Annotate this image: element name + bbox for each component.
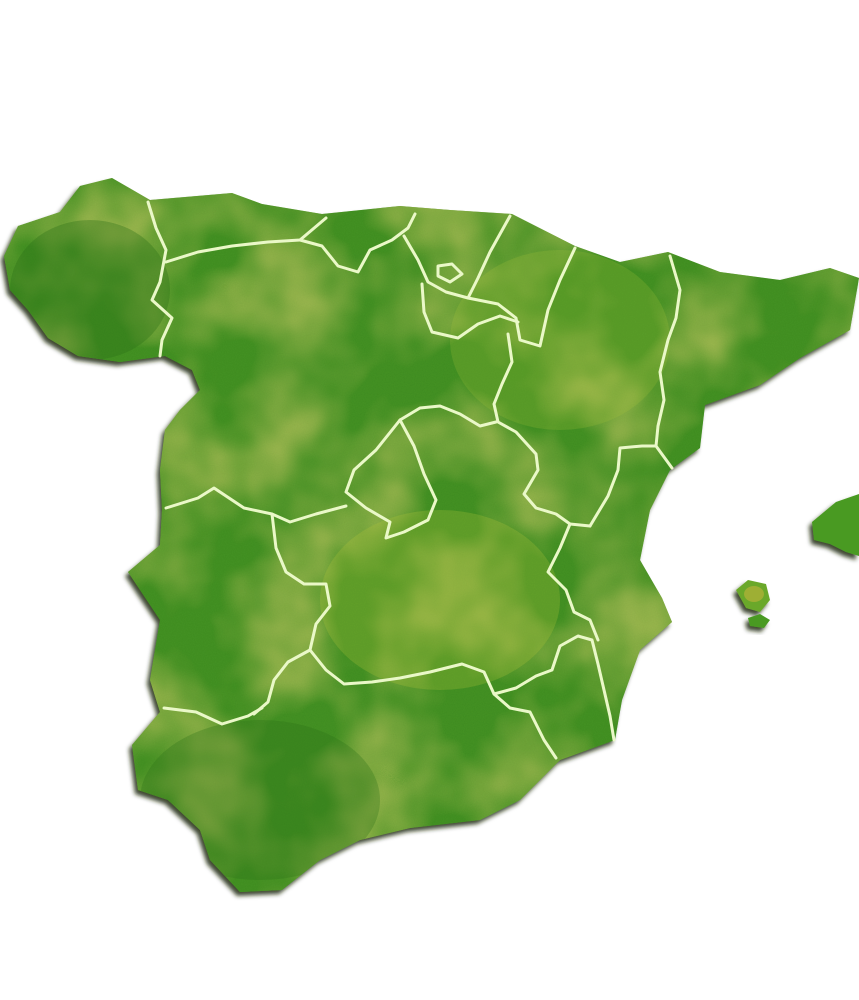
region-borders bbox=[146, 200, 682, 760]
border-aragon-south bbox=[588, 444, 658, 528]
border-castilla-leon-madrid bbox=[398, 404, 498, 428]
land-highlight bbox=[320, 510, 560, 690]
land-highlight bbox=[450, 250, 670, 430]
border-asturias bbox=[164, 216, 328, 264]
mallorca-island bbox=[812, 494, 859, 556]
land-shade bbox=[140, 720, 380, 880]
border-galicia bbox=[146, 200, 174, 358]
border-extremadura-east bbox=[252, 512, 332, 716]
border-valencia-west bbox=[546, 522, 600, 642]
formentera-island bbox=[748, 614, 770, 628]
border-pais-vasco bbox=[402, 214, 512, 300]
islands-texture bbox=[744, 586, 764, 602]
islas-baleares bbox=[736, 494, 859, 628]
border-extremadura-south bbox=[162, 706, 264, 726]
border-andalucia-north bbox=[308, 648, 558, 760]
border-cantabria bbox=[298, 212, 417, 274]
border-alava-loop bbox=[436, 262, 464, 284]
land-shade bbox=[10, 220, 170, 360]
border-aragon-west bbox=[492, 332, 592, 528]
border-madrid bbox=[344, 418, 438, 540]
border-cataluna bbox=[654, 254, 682, 470]
ibiza-highlight bbox=[744, 586, 764, 602]
border-castilla-leon-south bbox=[164, 486, 348, 524]
border-navarra bbox=[466, 246, 577, 348]
border-la-rioja bbox=[420, 282, 520, 340]
border-murcia bbox=[492, 634, 616, 742]
